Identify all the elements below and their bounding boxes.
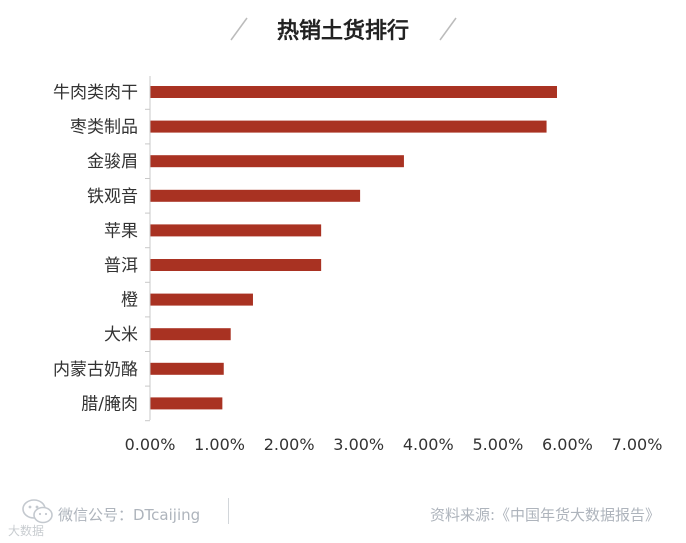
category-label: 橙: [121, 291, 138, 311]
x-tick-label: 7.00%: [612, 435, 663, 454]
bar: [150, 259, 322, 271]
bar: [150, 293, 253, 306]
bar: [150, 328, 231, 341]
bars-layer: [145, 86, 557, 422]
category-label: 苹果: [104, 221, 138, 241]
x-tick-labels: 0.00% 1.00% 2.00% 3.00% 4.00% 5.00% 6.00% 7.00%: [125, 435, 663, 454]
bar: [150, 120, 547, 133]
x-tick-label: 0.00%: [125, 435, 176, 454]
title-slash-left: [230, 17, 248, 41]
category-label: 牛肉类肉干: [53, 83, 138, 103]
x-tick-label: 6.00%: [542, 435, 593, 454]
footer-source-label: 资料来源:《中国年货大数据报告》: [429, 506, 660, 524]
bar: [150, 224, 322, 237]
x-tick-label: 2.00%: [264, 435, 315, 454]
bar: [150, 397, 223, 410]
category-label: 枣类制品: [70, 118, 138, 138]
bar: [150, 362, 224, 375]
chart: 热销土货排行 牛肉类肉干枣类制品金骏眉铁观音苹果普洱橙大米内蒙古奶酪腊/腌肉 0…: [53, 17, 663, 454]
x-tick-label: 5.00%: [472, 435, 523, 454]
bar: [150, 86, 557, 98]
footer-wechat-label: 微信公号：DTcaijing: [58, 506, 201, 524]
category-label: 普洱: [104, 256, 138, 276]
watermark: 大数据: [8, 524, 45, 538]
wechat-icon: [22, 499, 53, 524]
x-tick-label: 3.00%: [333, 435, 384, 454]
category-label: 内蒙古奶酪: [53, 360, 138, 380]
footer-divider: [228, 498, 229, 524]
category-label: 铁观音: [87, 187, 138, 207]
x-tick-label: 1.00%: [194, 435, 245, 454]
title-slash-right: [439, 17, 457, 41]
category-label: 腊/腌肉: [81, 394, 138, 414]
bar: [150, 189, 361, 202]
footer: 微信公号：DTcaijing 资料来源:《中国年货大数据报告》 大数据: [0, 492, 686, 543]
bar: [150, 155, 404, 168]
x-tick-label: 4.00%: [403, 435, 454, 454]
chart-title: 热销土货排行: [277, 18, 409, 44]
category-label: 金骏眉: [87, 152, 138, 172]
category-label: 大米: [104, 325, 138, 345]
